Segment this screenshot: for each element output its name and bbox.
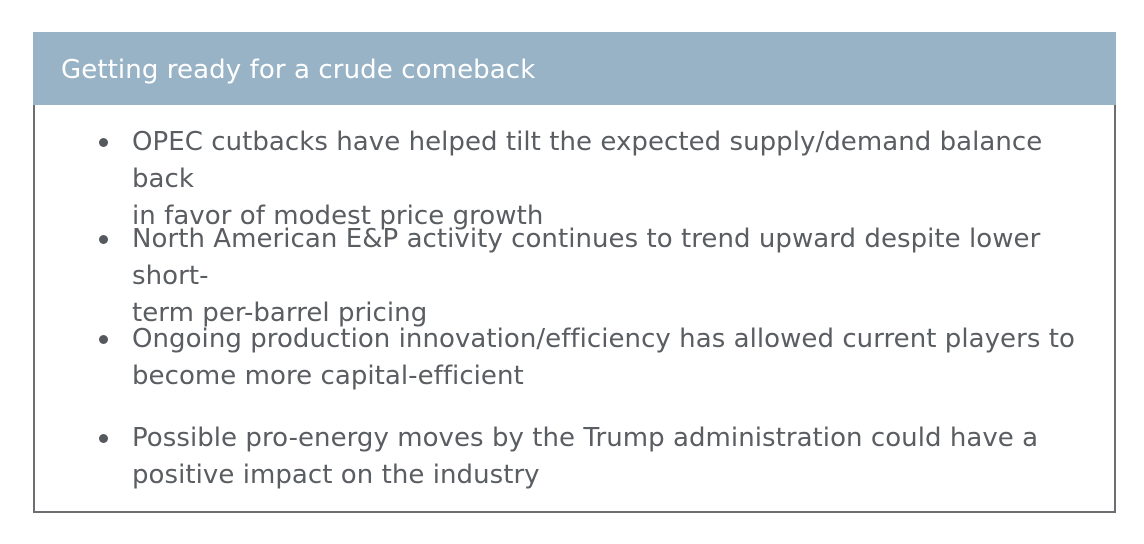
callout-box: Getting ready for a crude comeback OPEC … (33, 32, 1116, 513)
bullet-text: Ongoing production innovation/efficiency… (132, 321, 1107, 395)
bullet-line: positive impact on the industry (132, 460, 540, 490)
bullet-dot-icon (99, 138, 108, 147)
callout-title: Getting ready for a crude comeback (61, 54, 536, 85)
bullet-line: North American E&P activity continues to… (132, 224, 1041, 291)
bullet-line: in favor of modest price growth (132, 201, 544, 231)
bullet-item-opec: OPEC cutbacks have helped tilt the expec… (35, 105, 1114, 231)
bullet-item-production-innovation: Ongoing production innovation/efficiency… (35, 302, 1114, 391)
bullet-line: term per-barrel pricing (132, 298, 428, 328)
callout-header: Getting ready for a crude comeback (33, 32, 1116, 105)
bullet-item-pro-energy: Possible pro-energy moves by the Trump a… (35, 401, 1114, 490)
bullet-line: become more capital-efficient (132, 361, 524, 391)
bullet-text: OPEC cutbacks have helped tilt the expec… (132, 124, 1107, 235)
bullet-item-north-american: North American E&P activity continues to… (35, 202, 1114, 328)
bullet-line: Ongoing production innovation/efficiency… (132, 324, 1075, 354)
bullet-line: OPEC cutbacks have helped tilt the expec… (132, 127, 1043, 194)
bullet-text: North American E&P activity continues to… (132, 221, 1107, 332)
bullet-dot-icon (99, 335, 108, 344)
bullet-dot-icon (99, 235, 108, 244)
bullet-line: Possible pro-energy moves by the Trump a… (132, 423, 1039, 453)
bullet-text: Possible pro-energy moves by the Trump a… (132, 420, 1107, 494)
bullet-dot-icon (99, 434, 108, 443)
